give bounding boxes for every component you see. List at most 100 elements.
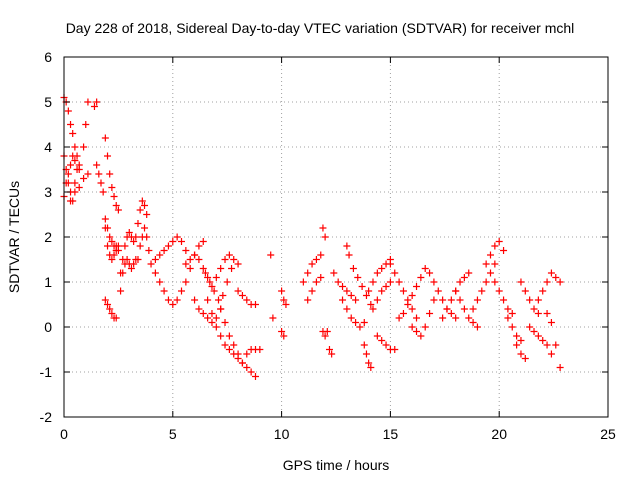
series-arc57 bbox=[543, 310, 564, 371]
data-point bbox=[201, 269, 209, 277]
data-point bbox=[64, 107, 72, 115]
data-point bbox=[82, 121, 90, 128]
data-point bbox=[160, 287, 168, 295]
data-point bbox=[552, 274, 560, 281]
y-tick-label: -2 bbox=[40, 409, 53, 425]
data-point bbox=[486, 269, 494, 277]
data-point bbox=[112, 247, 120, 254]
series-arc14 bbox=[132, 197, 151, 241]
data-point bbox=[373, 332, 381, 340]
data-point bbox=[130, 238, 138, 245]
data-point bbox=[251, 373, 259, 380]
series-arc38 bbox=[349, 265, 375, 308]
series-arc26 bbox=[243, 346, 264, 358]
data-point bbox=[447, 296, 455, 304]
data-point bbox=[413, 328, 421, 335]
data-point bbox=[136, 206, 144, 214]
data-point bbox=[358, 283, 366, 290]
data-point bbox=[75, 184, 83, 191]
data-point bbox=[378, 337, 386, 344]
data-point bbox=[112, 314, 120, 322]
data-point bbox=[421, 265, 429, 272]
data-point bbox=[547, 319, 555, 326]
data-point bbox=[169, 301, 177, 308]
data-point bbox=[132, 233, 140, 241]
data-point bbox=[304, 269, 312, 277]
series-arc49 bbox=[469, 260, 499, 313]
data-point bbox=[67, 197, 75, 205]
series-arc08 bbox=[101, 134, 122, 214]
data-point bbox=[71, 179, 79, 187]
x-tick-label: 15 bbox=[383, 426, 399, 442]
data-point bbox=[90, 103, 98, 110]
data-point bbox=[71, 157, 79, 164]
data-point bbox=[367, 364, 375, 371]
x-tick-labels: 0 5 10 15 20 25 bbox=[60, 426, 616, 442]
data-point bbox=[112, 202, 120, 209]
y-tick-label: -1 bbox=[40, 364, 53, 380]
data-point bbox=[186, 265, 194, 272]
data-point bbox=[101, 134, 109, 142]
data-point bbox=[123, 256, 131, 263]
data-point bbox=[356, 323, 364, 331]
series-arc34 bbox=[325, 346, 336, 358]
data-point bbox=[456, 278, 464, 286]
data-point bbox=[491, 242, 499, 250]
x-axis-label: GPS time / hours bbox=[283, 457, 390, 473]
data-point bbox=[104, 242, 112, 250]
data-point bbox=[386, 260, 394, 268]
data-point bbox=[378, 287, 386, 295]
series-arc39 bbox=[360, 341, 375, 371]
data-point bbox=[95, 170, 103, 178]
data-point bbox=[127, 265, 135, 272]
series-arc52 bbox=[504, 314, 525, 344]
y-tick-label: 6 bbox=[44, 49, 52, 65]
data-point bbox=[234, 260, 242, 268]
data-point bbox=[106, 233, 114, 241]
data-point bbox=[349, 265, 357, 272]
data-point bbox=[430, 278, 438, 286]
data-point bbox=[67, 161, 75, 169]
data-point bbox=[119, 269, 127, 277]
series-arc27 bbox=[267, 251, 277, 322]
data-point bbox=[108, 310, 116, 317]
series-arc43 bbox=[386, 260, 421, 322]
data-point bbox=[99, 188, 107, 196]
data-point bbox=[208, 319, 216, 326]
data-point bbox=[204, 296, 212, 304]
data-point bbox=[234, 350, 242, 358]
data-point bbox=[373, 296, 381, 304]
data-point bbox=[156, 278, 164, 286]
data-point bbox=[217, 305, 225, 313]
data-point bbox=[191, 251, 199, 259]
data-point bbox=[212, 314, 220, 322]
y-tick-label: 5 bbox=[44, 94, 52, 110]
data-point bbox=[543, 341, 551, 349]
data-point bbox=[110, 193, 118, 200]
data-point bbox=[308, 287, 316, 295]
series-arc37 bbox=[343, 242, 353, 259]
data-point bbox=[530, 305, 538, 313]
series-arc36 bbox=[339, 296, 368, 331]
data-point bbox=[212, 323, 220, 331]
data-point bbox=[365, 359, 373, 367]
data-point bbox=[443, 305, 451, 313]
data-point bbox=[221, 341, 229, 349]
data-point bbox=[319, 224, 327, 232]
series-arc53 bbox=[513, 341, 529, 362]
data-point bbox=[199, 310, 207, 317]
data-point bbox=[478, 287, 486, 295]
data-point bbox=[104, 301, 112, 308]
data-point bbox=[391, 269, 399, 277]
data-point bbox=[460, 305, 468, 313]
data-point bbox=[460, 274, 468, 281]
series-arc19 bbox=[182, 251, 216, 290]
data-point bbox=[469, 305, 477, 313]
data-point bbox=[71, 188, 79, 196]
data-point bbox=[339, 296, 347, 304]
data-point bbox=[495, 287, 503, 295]
data-point bbox=[71, 143, 79, 151]
data-point bbox=[238, 292, 246, 299]
data-point bbox=[93, 98, 101, 106]
data-point bbox=[456, 296, 464, 304]
